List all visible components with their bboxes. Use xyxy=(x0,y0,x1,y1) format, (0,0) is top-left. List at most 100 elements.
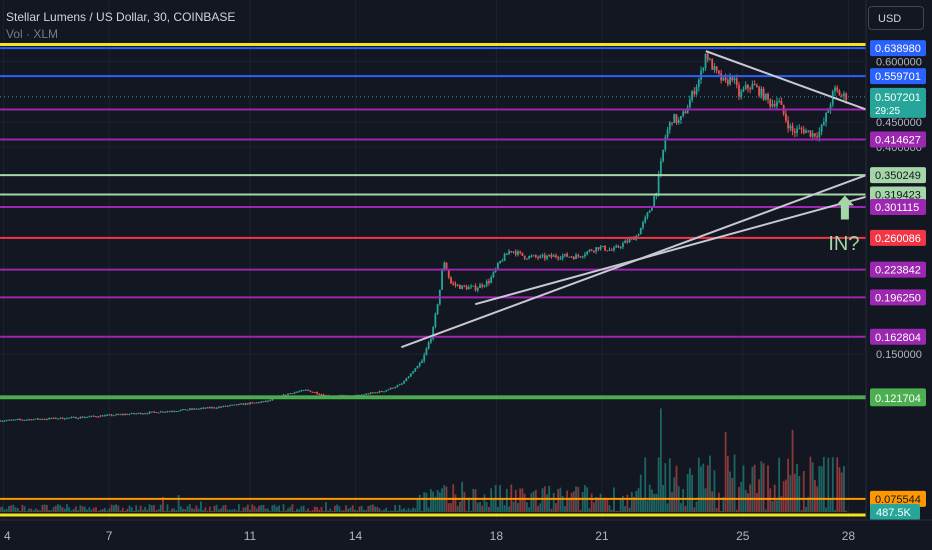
volume-bar xyxy=(133,510,135,512)
candle-body xyxy=(264,401,267,403)
candle-body xyxy=(613,247,615,251)
y-tick-label: 0.450000 xyxy=(876,117,922,129)
volume-bar xyxy=(630,491,633,512)
volume-bar xyxy=(412,507,414,512)
candle-body xyxy=(796,128,798,133)
volume-bar xyxy=(287,508,289,512)
candle-body xyxy=(472,285,475,287)
candle-body xyxy=(445,262,448,271)
candle-body xyxy=(376,392,379,394)
volume-bar xyxy=(599,493,602,512)
candle-body xyxy=(693,91,696,95)
volume-bar xyxy=(90,509,93,512)
volume-bar xyxy=(331,511,334,512)
volume-bar xyxy=(818,466,821,512)
volume-bar xyxy=(724,431,727,512)
candle-body xyxy=(0,420,1,422)
volume-bar xyxy=(128,505,131,512)
volume-bar xyxy=(193,508,196,512)
candle-body xyxy=(296,391,298,393)
volume-bar xyxy=(345,505,347,512)
candle-body xyxy=(117,414,120,416)
volume-bar xyxy=(733,454,736,512)
candle-body xyxy=(21,419,24,421)
candle-body xyxy=(726,79,729,85)
candle-body xyxy=(653,196,656,207)
volume-indicator-label[interactable]: Vol · XLM xyxy=(6,27,59,41)
volume-bar xyxy=(226,509,229,512)
candle-body xyxy=(369,392,372,395)
candle-body xyxy=(287,393,289,396)
volume-bar xyxy=(764,509,767,512)
volume-bar xyxy=(751,466,754,512)
candle-body xyxy=(626,240,629,243)
level-price-label: 0.559701 xyxy=(875,71,921,83)
volume-bar xyxy=(735,509,738,512)
volume-bar xyxy=(298,509,301,512)
candle-body xyxy=(121,414,124,416)
candle-body xyxy=(365,393,368,395)
candle-body xyxy=(695,87,698,95)
volume-bar xyxy=(492,499,495,512)
volume-bar xyxy=(260,505,263,512)
volume-bar xyxy=(97,511,100,512)
candle-body xyxy=(517,251,519,255)
candle-body xyxy=(490,277,493,283)
volume-bar xyxy=(476,502,479,512)
volume-bar xyxy=(363,510,365,512)
bar-countdown-label: 29:25 xyxy=(875,106,900,117)
candle-body xyxy=(398,384,401,386)
volume-bar xyxy=(601,499,604,512)
volume-bar xyxy=(258,505,260,512)
volume-bar xyxy=(144,507,147,512)
candle-body xyxy=(293,392,296,394)
candle-body xyxy=(479,284,481,289)
candle-body xyxy=(318,393,321,395)
candle-body xyxy=(702,68,705,71)
candle-body xyxy=(12,419,15,421)
candle-body xyxy=(255,402,258,404)
candle-body xyxy=(68,417,71,419)
candle-body xyxy=(671,122,673,124)
volume-bar xyxy=(546,494,548,512)
volume-bar xyxy=(423,492,426,512)
candle-body xyxy=(811,133,814,137)
level-price-tag xyxy=(870,131,926,148)
candle-body xyxy=(175,411,178,413)
volume-bar xyxy=(117,505,120,512)
volume-bar xyxy=(581,492,584,512)
volume-bar xyxy=(633,496,635,512)
candle-body xyxy=(5,420,8,422)
candle-body xyxy=(173,411,176,413)
volume-bar xyxy=(514,489,517,512)
volume-bar xyxy=(747,493,749,512)
candle-body xyxy=(10,419,13,421)
candle-body xyxy=(793,131,796,133)
volume-bar xyxy=(293,511,296,512)
volume-bar xyxy=(34,508,37,512)
volume-bar xyxy=(470,510,472,512)
candle-body xyxy=(249,402,251,405)
volume-bar xyxy=(771,501,774,512)
volume-bar xyxy=(434,496,437,512)
candle-body xyxy=(412,371,414,374)
candle-body xyxy=(465,286,468,290)
volume-bar xyxy=(563,506,566,512)
candle-body xyxy=(37,418,39,420)
volume-bar xyxy=(81,506,84,512)
volume-bar xyxy=(488,506,490,512)
volume-bar xyxy=(447,503,450,512)
candle-body xyxy=(3,420,6,422)
candle-body xyxy=(675,114,678,123)
candle-body xyxy=(313,392,316,394)
currency-button[interactable]: USD xyxy=(868,6,924,30)
candle-body xyxy=(642,222,644,228)
candle-body xyxy=(760,88,763,96)
volume-bar xyxy=(336,504,339,512)
level-price-tag xyxy=(870,390,926,407)
volume-bar xyxy=(307,508,310,512)
volume-bar xyxy=(300,506,303,512)
level-price-tag xyxy=(870,289,926,306)
volume-bar xyxy=(367,505,370,512)
